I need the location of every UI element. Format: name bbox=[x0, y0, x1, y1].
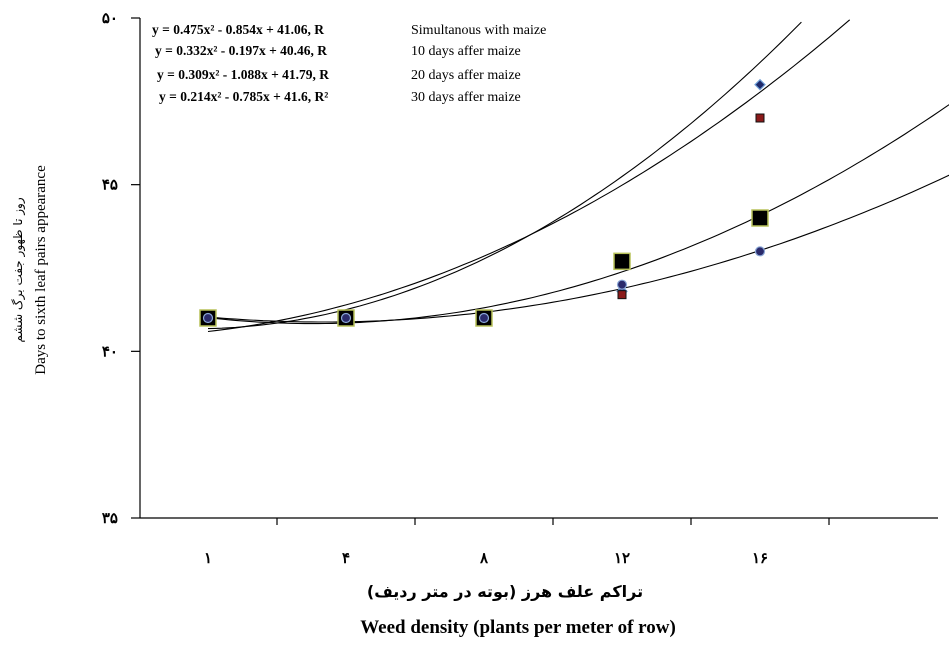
x-tick-label: ۴ bbox=[342, 551, 350, 567]
y-tick-label: ۴۵ bbox=[102, 178, 118, 194]
legend-series-4: 30 days affer maize bbox=[411, 90, 521, 105]
series-3-point bbox=[613, 252, 631, 271]
legend-series-2: 10 days affer maize bbox=[411, 44, 521, 59]
series-4-point bbox=[616, 279, 628, 290]
legend-equation-2: y = 0.332x² - 0.197x + 40.46, R bbox=[155, 43, 327, 58]
y-tick-label: ۴۰ bbox=[102, 344, 118, 360]
series-2-point bbox=[617, 290, 627, 300]
trendline-3 bbox=[207, 104, 949, 325]
trendline-4 bbox=[207, 174, 949, 323]
x-axis-ticks: ۱ ۴ ۸ ۱۲ ۱۶ bbox=[204, 518, 830, 567]
legend-series-1: Simultanous with maize bbox=[411, 23, 546, 38]
trendline-1 bbox=[207, 21, 802, 330]
y-axis-label: Days to sixth leaf pairs appearance bbox=[33, 165, 49, 375]
x-tick-label: ۱ bbox=[204, 551, 212, 567]
legend: y = 0.475x² - 0.854x + 41.06, R y = 0.33… bbox=[152, 22, 546, 105]
x-tick-label: ۱۲ bbox=[614, 551, 630, 567]
legend-equation-3: y = 0.309x² - 1.088x + 41.79, R bbox=[157, 67, 329, 82]
legend-series-3: 20 days affer maize bbox=[411, 68, 521, 83]
series-4-point bbox=[202, 312, 214, 324]
trendline-2 bbox=[207, 19, 851, 333]
series-4-point bbox=[754, 246, 766, 257]
series-4-point bbox=[478, 312, 490, 324]
series-1-point bbox=[754, 78, 766, 91]
series-4-point bbox=[340, 312, 352, 324]
data-points bbox=[199, 78, 769, 327]
series-2-point bbox=[755, 113, 765, 123]
x-tick-label: ۸ bbox=[479, 551, 489, 567]
y-tick-label: ۳۵ bbox=[102, 511, 118, 527]
y-axis-label-persian: روز تا ظهور جفت برگ ششم bbox=[11, 197, 26, 342]
legend-equation-4: y = 0.214x² - 0.785x + 41.6, R² bbox=[159, 89, 328, 104]
y-tick-label: ۵۰ bbox=[102, 11, 118, 27]
y-axis-ticks: ۳۵ ۴۰ ۴۵ ۵۰ bbox=[102, 11, 140, 527]
x-axis-label-persian: تراکم علف هرز (بوته در متر ردیف) bbox=[367, 582, 643, 601]
x-tick-label: ۱۶ bbox=[752, 551, 768, 567]
legend-equation-1: y = 0.475x² - 0.854x + 41.06, R bbox=[152, 22, 324, 37]
x-axis-label: Weed density (plants per meter of row) bbox=[360, 617, 676, 638]
series-3-point bbox=[751, 209, 769, 227]
